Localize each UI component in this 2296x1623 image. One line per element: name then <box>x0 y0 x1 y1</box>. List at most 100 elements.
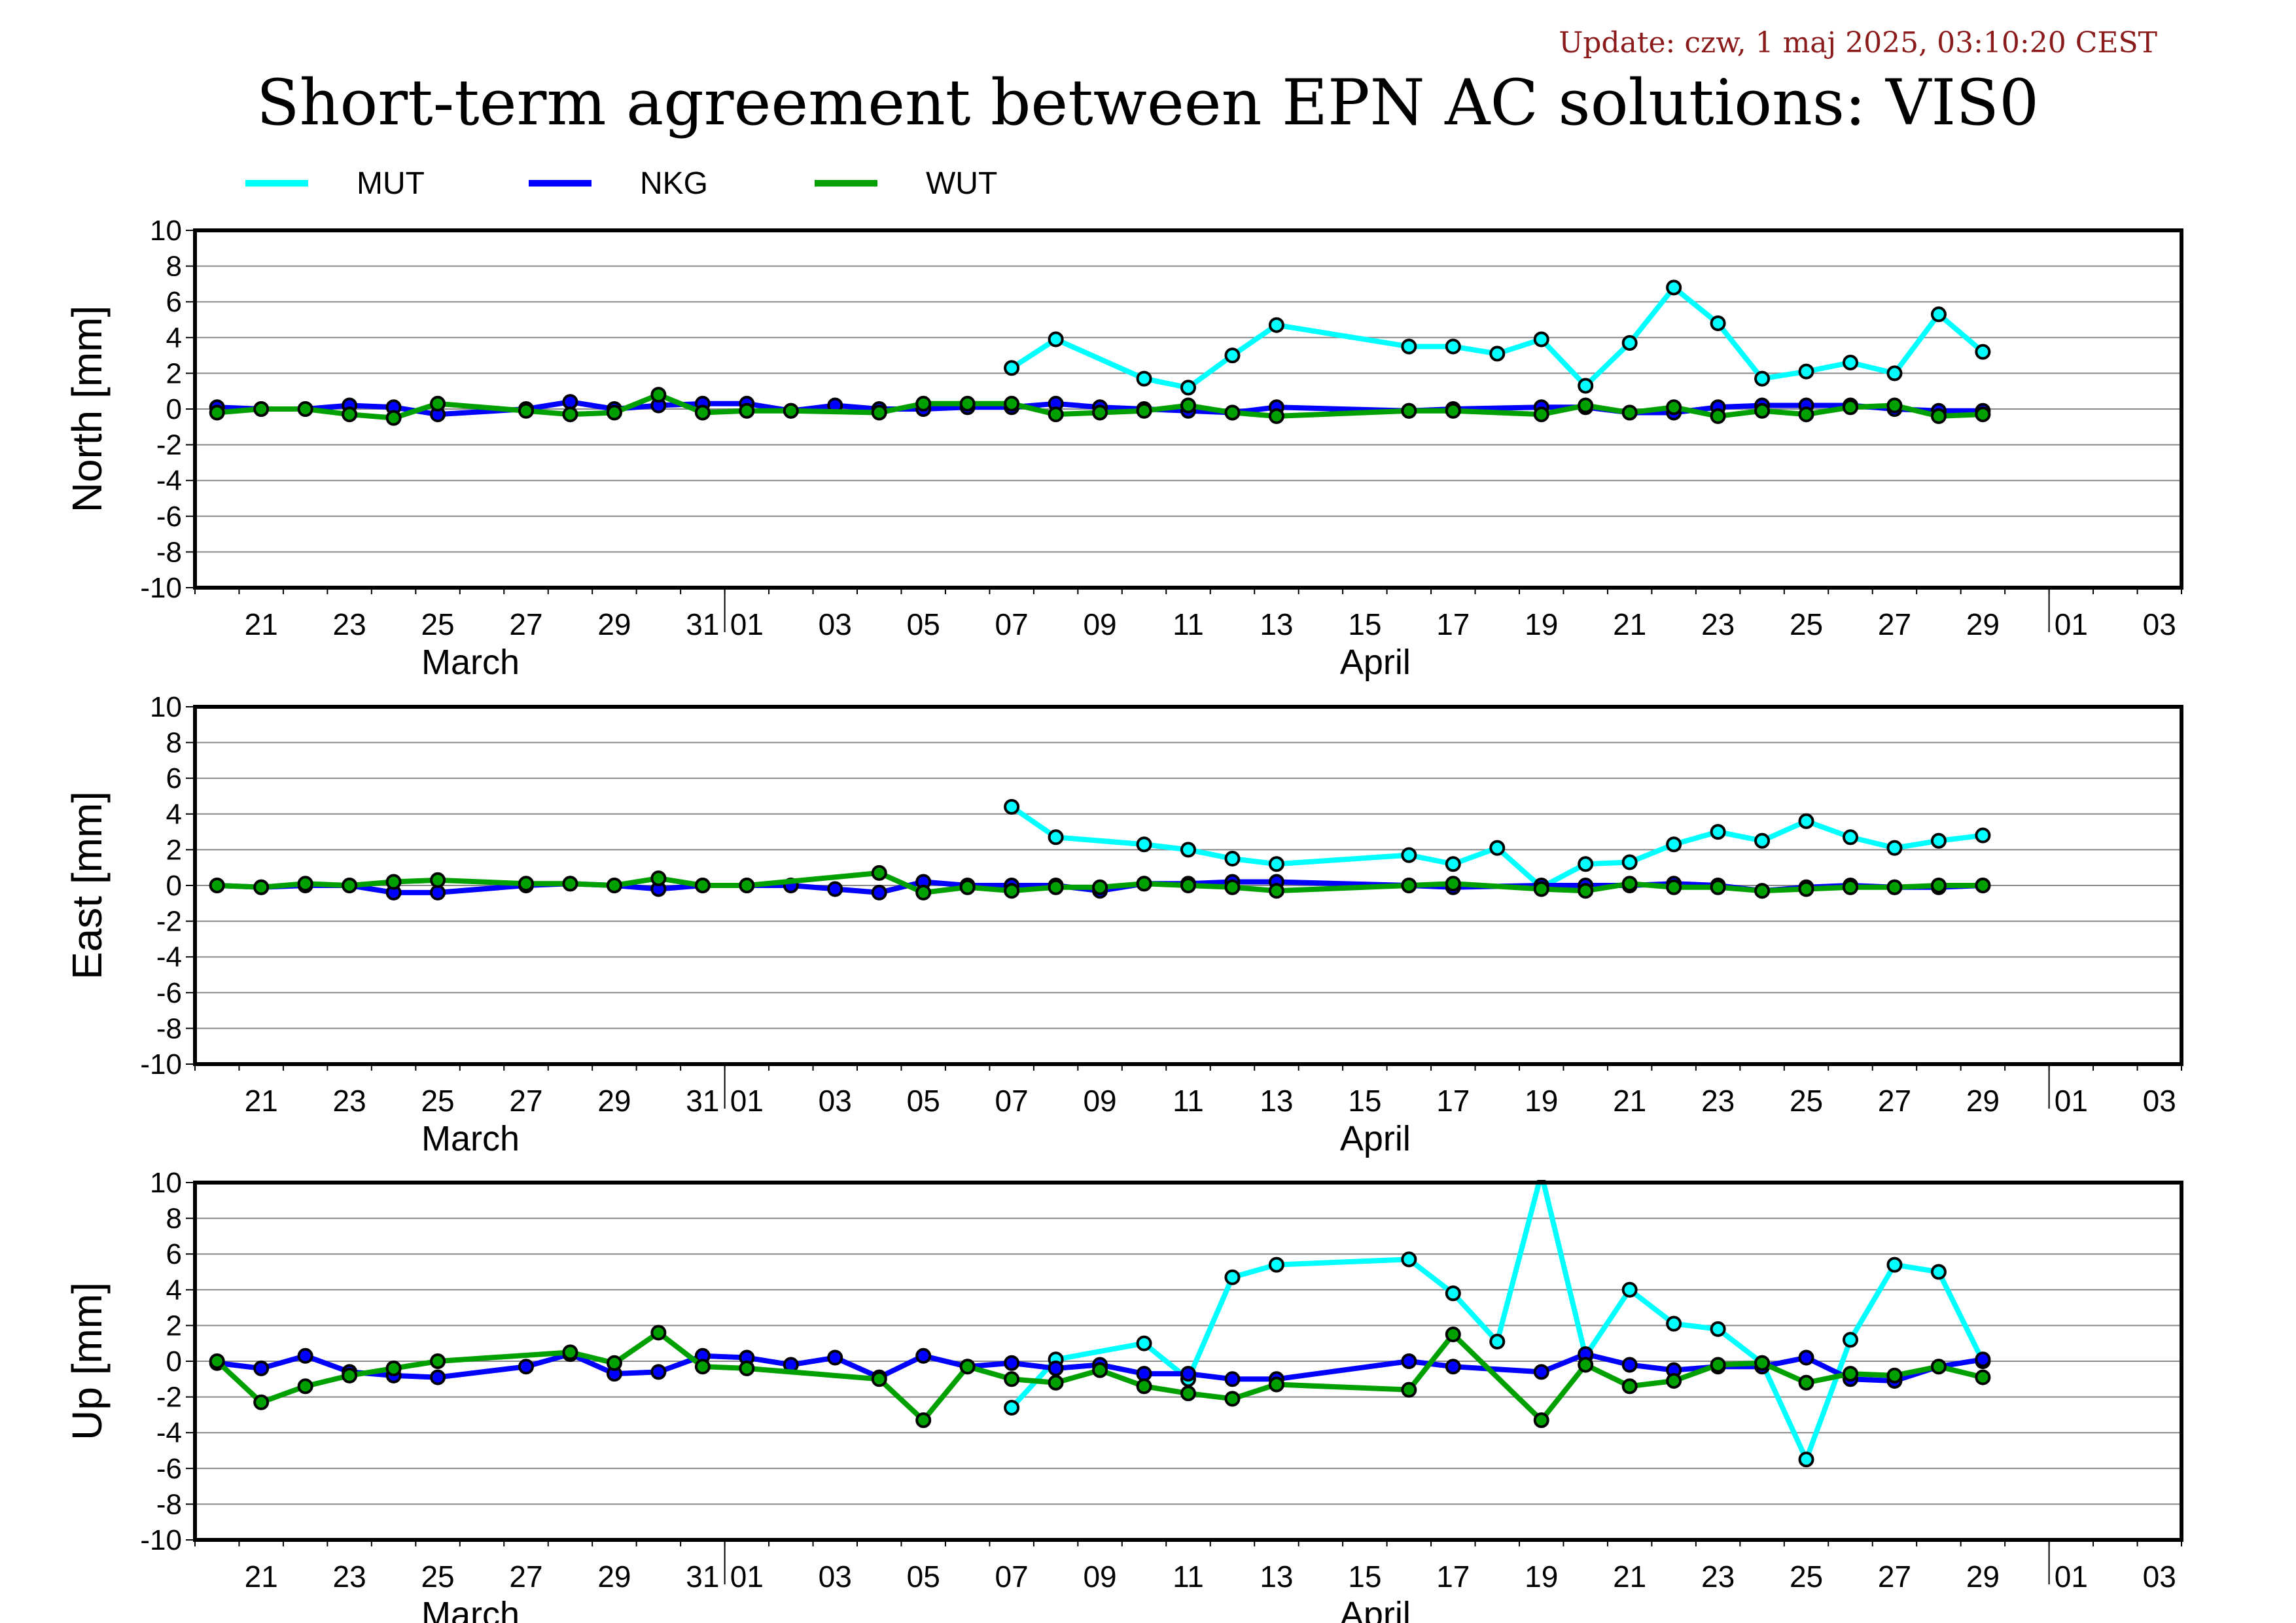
data-point-wut <box>1666 1373 1682 1389</box>
data-point-wut <box>562 1344 578 1361</box>
data-point-wut <box>209 878 225 893</box>
data-point-mut <box>1578 378 1594 394</box>
data-point-wut <box>1621 1378 1638 1395</box>
data-point-mut <box>1886 1257 1903 1273</box>
y-tick-label: 10 <box>150 691 182 723</box>
y-tick-label: -4 <box>156 1417 182 1449</box>
x-tick-label: 03 <box>2143 1560 2176 1594</box>
data-point-wut <box>297 401 313 417</box>
data-point-mut <box>1666 1315 1682 1332</box>
data-point-wut <box>1930 878 1947 893</box>
data-point-nkg <box>1445 1359 1461 1375</box>
data-point-wut <box>1578 883 1594 899</box>
data-point-mut <box>1401 847 1417 863</box>
data-point-nkg <box>1180 1366 1196 1382</box>
data-point-wut <box>739 878 755 893</box>
data-point-wut <box>1798 406 1814 423</box>
data-point-wut <box>1621 404 1638 421</box>
x-tick-label: 23 <box>1701 1560 1735 1594</box>
data-point-wut <box>1401 1382 1417 1398</box>
data-point-nkg <box>827 881 843 897</box>
data-point-wut <box>1048 879 1064 895</box>
x-tick-label: 17 <box>1436 607 1470 641</box>
update-timestamp: Update: czw, 1 maj 2025, 03:10:20 CEST <box>1559 26 2157 60</box>
x-tick-label: 07 <box>995 1084 1029 1118</box>
x-tick-label: 25 <box>421 1560 454 1594</box>
data-point-mut <box>1666 279 1682 296</box>
x-tick-label: 01 <box>2055 607 2088 641</box>
y-axis-label: East [mm] <box>63 791 111 980</box>
data-point-wut <box>1004 883 1020 899</box>
data-point-mut <box>1666 836 1682 853</box>
data-point-mut <box>1621 334 1638 351</box>
series-line-mut <box>1010 1180 1985 1463</box>
x-tick-label: 13 <box>1260 1084 1293 1118</box>
data-point-wut <box>1092 879 1108 895</box>
x-tick-label: 11 <box>1173 1084 1204 1118</box>
legend-label-nkg: NKG <box>640 166 708 201</box>
y-axis-label: North [mm] <box>63 306 111 512</box>
data-point-nkg <box>1798 1349 1814 1366</box>
panel-frame <box>193 228 2183 590</box>
data-point-wut <box>1710 1357 1726 1373</box>
data-point-wut <box>385 1360 402 1376</box>
data-point-wut <box>1268 883 1284 899</box>
data-point-mut <box>1445 338 1461 355</box>
data-point-wut <box>1445 876 1461 892</box>
x-tick-label: 23 <box>333 1560 366 1594</box>
data-point-wut <box>1533 406 1549 423</box>
x-tick-label: 05 <box>907 1084 940 1118</box>
x-tick-label: 09 <box>1083 1560 1116 1594</box>
data-point-wut <box>1180 878 1196 893</box>
data-point-mut <box>1754 370 1771 387</box>
series-wut <box>209 865 1991 901</box>
data-point-wut <box>1268 1376 1284 1393</box>
data-point-mut <box>1798 1452 1814 1468</box>
data-point-wut <box>1975 878 1991 893</box>
data-point-wut <box>1886 879 1903 895</box>
data-point-wut <box>297 876 313 892</box>
panel-north: 10 86 42 0 -2 -4 -6-8 -10 21 23 25 27 29 31 01 03 05 07 09… <box>63 215 2183 682</box>
data-point-mut <box>1710 824 1726 840</box>
data-point-wut <box>253 879 270 895</box>
data-point-wut <box>342 878 358 893</box>
panel-up: 10 86 4 2 0 -2-4 -6-8 -10 21 23 25 27 29 31 01 03 05 07 09… <box>63 1167 2183 1623</box>
data-point-mut <box>1224 348 1241 364</box>
series-wut <box>209 387 1991 426</box>
y-tick-label: 2 <box>166 357 182 389</box>
data-point-nkg <box>1136 1366 1152 1382</box>
y-tick-label: 0 <box>166 393 182 425</box>
x-tick-label: 03 <box>819 607 852 641</box>
x-tick-label: 23 <box>333 1084 366 1118</box>
data-point-nkg <box>1048 1360 1064 1376</box>
data-point-mut <box>1578 856 1594 872</box>
legend: MUT NKG WUT <box>245 166 997 201</box>
x-tick-label: 29 <box>1966 1560 2000 1594</box>
data-point-wut <box>1843 879 1858 895</box>
panel-frame <box>193 705 2183 1066</box>
data-point-wut <box>562 876 578 892</box>
x-tick-label: 29 <box>597 1084 631 1118</box>
data-point-mut <box>1136 1335 1152 1351</box>
data-point-wut <box>342 406 358 423</box>
x-tick-label: 11 <box>1173 1560 1204 1594</box>
series-mut <box>1004 279 1991 396</box>
x-tick-label: 21 <box>1613 1560 1646 1594</box>
data-point-mut <box>1886 840 1903 856</box>
y-tick-label: -8 <box>156 536 182 568</box>
x-tick-label: 23 <box>1701 1084 1735 1118</box>
series-wut <box>209 1325 1991 1429</box>
data-point-wut <box>1886 1367 1903 1383</box>
panel-east: 10 86 4 2 0 -2-4 -6-8 -10 21 23 25 27 29 31 01 03 05 07 09… <box>63 691 2183 1158</box>
x-tick-label: 27 <box>1878 1084 1911 1118</box>
data-point-wut <box>1048 406 1064 423</box>
y-tick-label: 8 <box>166 727 182 759</box>
y-tick-label: 6 <box>166 286 182 318</box>
y-tick-label: -6 <box>156 977 182 1009</box>
x-tick-label: 01 <box>2055 1084 2088 1118</box>
data-point-wut <box>606 1355 622 1371</box>
data-point-wut <box>253 401 270 417</box>
data-point-wut <box>1754 402 1771 419</box>
data-point-mut <box>1930 832 1947 849</box>
data-point-nkg <box>1401 1353 1417 1369</box>
